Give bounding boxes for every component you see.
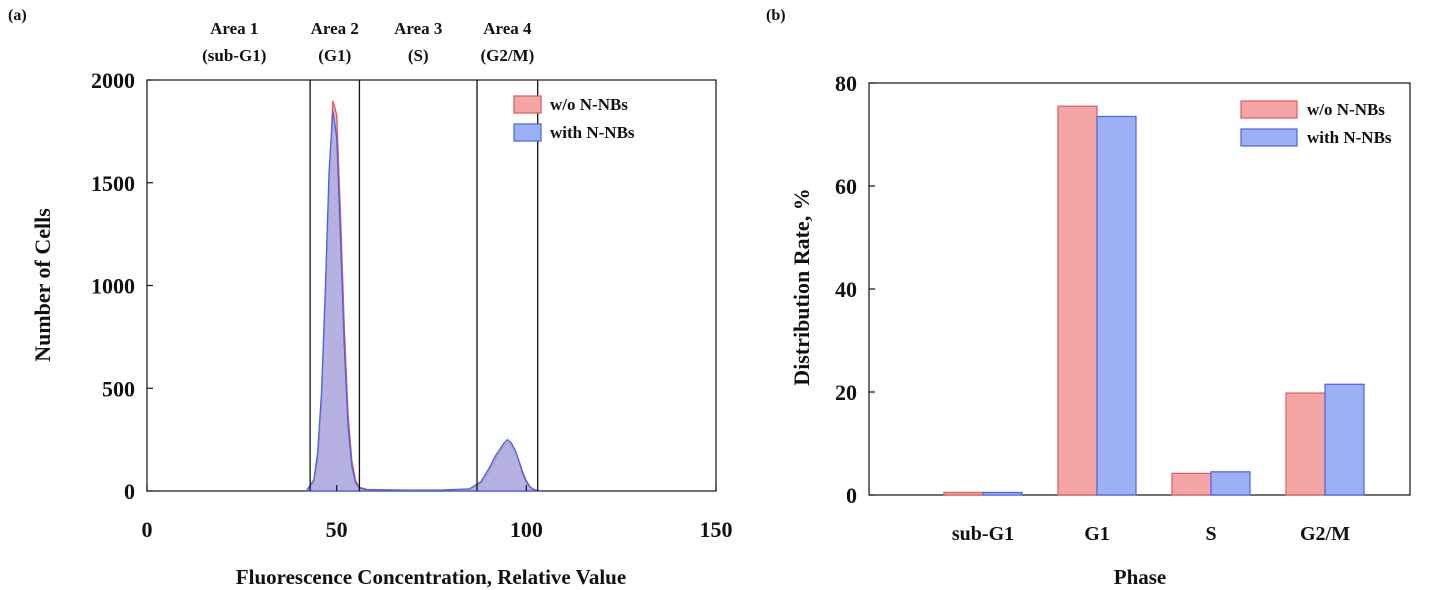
histogram-y-tick-label: 2000 xyxy=(91,68,135,93)
histogram-y-tick-label: 1500 xyxy=(91,171,135,196)
bar-y-tick-label: 20 xyxy=(835,380,857,405)
area-sublabel-3: (S) xyxy=(408,46,429,65)
histogram-legend-swatch-1 xyxy=(513,95,542,114)
histogram-legend-swatch-2 xyxy=(513,123,542,142)
histogram-y-tick-label: 0 xyxy=(124,479,135,504)
histogram-legend-label-1: w/o N-NBs xyxy=(550,95,628,114)
histogram-x-tick-label: 50 xyxy=(326,517,348,542)
bar-chart-panel: sub-G1 G1 S G2/M 0 20 40 60 80 w/o N-NBs with N-NB… xyxy=(835,71,1411,545)
histogram-y-tick-label: 500 xyxy=(102,376,135,401)
bar-y-tick-label: 40 xyxy=(835,277,857,302)
bar-with-g1 xyxy=(1096,115,1137,496)
bar-category-label: G2/M xyxy=(1300,523,1350,545)
bar-without-g1 xyxy=(1057,105,1098,496)
bar-legend-label-2: with N-NBs xyxy=(1307,128,1392,147)
histogram-x-axis-title: Fluorescence Concentration, Relative Val… xyxy=(236,565,626,589)
bar-x-axis-title: Phase xyxy=(1114,565,1167,589)
histogram-y-axis-title: Number of Cells xyxy=(30,208,55,362)
bar-with-sub-g1 xyxy=(982,491,1023,496)
bar-without-sub-g1 xyxy=(943,491,984,496)
area-sublabel-4: (G2/M) xyxy=(480,46,534,65)
bar-y-axis-title: Distribution Rate, % xyxy=(789,188,814,385)
bar-y-tick-label: 60 xyxy=(835,174,857,199)
panel-b-label: (b) xyxy=(766,7,786,24)
bar-without-s xyxy=(1171,472,1212,496)
area-label-1: Area 1 xyxy=(210,19,258,38)
bar-with-s xyxy=(1210,471,1251,496)
histogram-panel: Area 1 (sub-G1) Area 2 (G1) Area 3 (S) Area 4 (… xyxy=(91,19,733,542)
histogram-x-tick-label: 150 xyxy=(700,517,733,542)
bar-with-g2-m xyxy=(1324,383,1365,496)
bar-legend-swatch-1 xyxy=(1240,100,1298,119)
bar-legend-swatch-2 xyxy=(1240,128,1298,147)
area-label-4: Area 4 xyxy=(483,19,532,38)
area-sublabel-1: (sub-G1) xyxy=(202,46,266,65)
panel-a-label: (a) xyxy=(8,7,27,24)
area-label-2: Area 2 xyxy=(311,19,359,38)
area-label-3: Area 3 xyxy=(394,19,442,38)
histogram-x-tick-label: 100 xyxy=(510,517,543,542)
histogram-series-with-nnbs xyxy=(305,110,542,492)
bar-category-label: sub-G1 xyxy=(952,523,1014,545)
bar-legend-label-1: w/o N-NBs xyxy=(1307,100,1385,119)
bar-category-label: G1 xyxy=(1084,523,1110,545)
histogram-x-tick-label: 0 xyxy=(142,517,153,542)
bar-y-tick-label: 0 xyxy=(846,483,857,508)
histogram-legend-label-2: with N-NBs xyxy=(550,123,635,142)
bar-category-label: S xyxy=(1205,523,1216,545)
histogram-y-tick-label: 1000 xyxy=(91,274,135,299)
area-sublabel-2: (G1) xyxy=(318,46,351,65)
bar-y-tick-label: 80 xyxy=(835,71,857,96)
bar-without-g2-m xyxy=(1285,392,1326,496)
